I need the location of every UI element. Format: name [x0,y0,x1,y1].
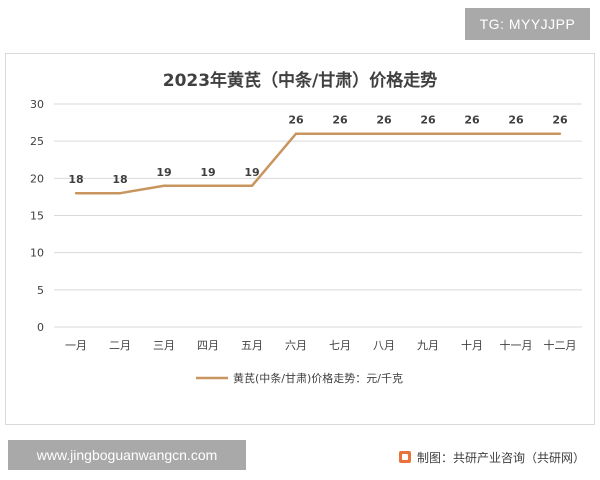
x-category-label: 三月 [153,339,175,352]
chart-title: 2023年黄芪（中条/甘肃）价格走势 [163,70,438,91]
data-point [250,184,254,187]
y-tick-label: 25 [30,135,44,148]
data-point [74,192,78,195]
data-labels: 18 18 19 19 19 26 26 26 26 26 26 26 [68,114,568,186]
data-point [382,132,386,135]
watermark-bottom: www.jingboguanwangcn.com [8,440,246,470]
x-category-label: 五月 [241,339,263,352]
x-category-label: 一月 [65,339,87,352]
data-point [294,132,298,135]
data-label: 18 [68,173,83,186]
logo-icon [399,451,411,463]
data-label: 19 [156,166,171,179]
series-group [74,132,562,195]
data-label: 18 [112,173,127,186]
data-point [338,132,342,135]
data-point [514,132,518,135]
line-chart: 2023年黄芪（中条/甘肃）价格走势 0 5 10 15 20 25 30 一月 二月 三月 四月… [30,70,582,385]
x-category-label: 六月 [285,339,307,352]
data-point [558,132,562,135]
x-category-label: 二月 [109,339,131,352]
data-label: 26 [420,114,436,127]
chart-card: 2023年黄芪（中条/甘肃）价格走势 0 5 10 15 20 25 30 一月 二月 三月 四月… [5,53,595,465]
x-category-label: 七月 [329,339,351,352]
y-tick-label: 5 [37,284,44,297]
y-axis: 0 5 10 15 20 25 30 [30,98,44,334]
source-text: 制图：共研产业咨询（共研网） [417,450,586,465]
y-tick-label: 20 [30,172,44,185]
data-point [206,184,210,187]
x-category-label: 九月 [417,339,439,352]
data-label: 26 [288,114,304,127]
data-point [118,192,122,195]
data-label: 26 [508,114,524,127]
x-category-label: 十月 [461,338,483,352]
data-label: 19 [200,166,215,179]
y-tick-label: 30 [30,98,44,111]
data-label: 19 [244,166,259,179]
y-tick-label: 0 [37,321,44,334]
x-category-label: 十一月 [500,338,533,352]
data-point [162,184,166,187]
data-point [426,132,430,135]
y-tick-label: 15 [30,210,44,223]
watermark-top: TG: MYYJJPP [465,8,590,40]
data-label: 26 [552,114,568,127]
series-line [76,132,560,195]
x-category-label: 八月 [373,339,395,352]
y-tick-label: 10 [30,247,44,260]
data-label: 26 [464,114,480,127]
data-point [470,132,474,135]
data-label: 26 [376,114,392,127]
source-note: 制图：共研产业咨询（共研网） [399,447,585,467]
grid-lines [54,103,582,328]
legend: 黄芪(中条/甘肃)价格走势：元/千克 [196,371,403,385]
legend-label: 黄芪(中条/甘肃)价格走势：元/千克 [233,371,403,385]
x-category-label: 十二月 [544,338,577,352]
data-label: 26 [332,114,348,127]
x-axis: 一月 二月 三月 四月 五月 六月 七月 八月 九月 十月 十一月 十二月 [65,338,577,352]
x-category-label: 四月 [197,339,219,352]
